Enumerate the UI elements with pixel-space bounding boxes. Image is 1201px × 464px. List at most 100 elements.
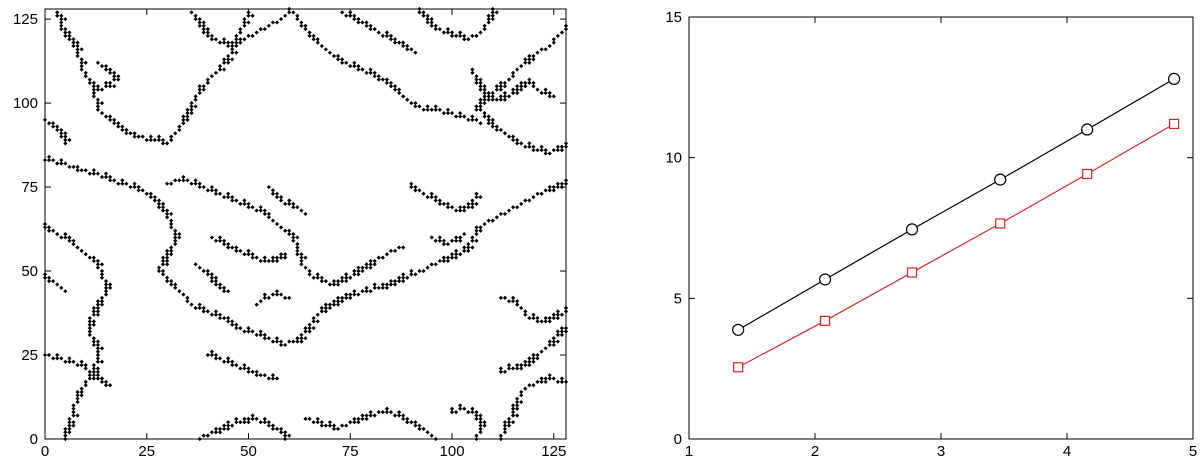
boundary-point — [201, 305, 206, 311]
boundary-point — [352, 420, 357, 425]
boundary-point — [63, 161, 68, 166]
boundary-point — [494, 97, 499, 102]
boundary-point — [234, 326, 239, 331]
boundary-point — [437, 235, 442, 240]
boundary-point — [226, 420, 231, 425]
boundary-point — [46, 225, 52, 230]
boundary-point — [209, 188, 214, 193]
boundary-point — [238, 248, 243, 253]
boundary-point — [352, 289, 357, 294]
boundary-point — [466, 245, 471, 250]
boundary-point — [384, 80, 390, 86]
boundary-point — [291, 10, 296, 15]
boundary-point — [246, 329, 251, 334]
boundary-point — [478, 420, 483, 425]
boundary-point — [221, 60, 227, 65]
boundary-point — [421, 107, 426, 112]
boundary-point — [258, 420, 263, 425]
boundary-point — [319, 423, 324, 428]
boundary-point — [429, 433, 434, 438]
boundary-point — [63, 433, 68, 438]
boundary-point — [527, 141, 532, 146]
boundary-point — [559, 184, 565, 190]
boundary-point — [388, 84, 394, 89]
boundary-point — [132, 131, 137, 136]
right-x-tick-label: 3 — [937, 443, 945, 460]
boundary-point — [274, 191, 280, 196]
boundary-point — [197, 20, 202, 25]
boundary-point — [205, 33, 210, 38]
boundary-point — [458, 205, 463, 210]
boundary-point — [217, 191, 223, 196]
boundary-point — [246, 326, 251, 331]
boundary-point — [490, 97, 495, 102]
boundary-point — [95, 107, 101, 112]
boundary-point — [527, 60, 532, 65]
boundary-point — [490, 117, 495, 122]
boundary-point — [486, 218, 491, 223]
boundary-point — [478, 77, 483, 82]
boundary-point — [254, 332, 259, 337]
boundary-point — [254, 30, 259, 35]
boundary-point — [454, 410, 459, 415]
boundary-point — [494, 124, 499, 129]
left-y-tick-label: 75 — [21, 179, 38, 196]
boundary-point — [515, 403, 520, 408]
boundary-point — [531, 356, 536, 361]
boundary-point — [368, 265, 373, 270]
boundary-point — [478, 87, 483, 92]
boundary-point — [319, 305, 324, 311]
boundary-point — [331, 53, 337, 59]
boundary-point — [364, 289, 369, 294]
boundary-point — [356, 16, 361, 22]
boundary-point — [238, 40, 243, 45]
boundary-point — [502, 430, 508, 435]
boundary-point — [307, 416, 312, 421]
boundary-point — [417, 268, 422, 274]
boundary-point — [437, 198, 442, 203]
boundary-point — [230, 57, 235, 62]
boundary-point — [515, 205, 520, 210]
boundary-point — [169, 211, 174, 217]
boundary-point — [510, 87, 516, 92]
boundary-point — [429, 20, 434, 25]
boundary-point — [160, 262, 166, 267]
boundary-point — [177, 178, 182, 183]
boundary-point — [523, 80, 528, 86]
boundary-point — [510, 295, 516, 301]
boundary-point — [474, 436, 479, 442]
boundary-point — [303, 416, 308, 421]
boundary-point — [470, 70, 475, 75]
boundary-point — [319, 279, 324, 284]
boundary-point — [173, 178, 178, 183]
boundary-point — [226, 60, 231, 65]
boundary-point — [356, 64, 361, 69]
boundary-point — [510, 134, 516, 139]
boundary-point — [478, 423, 483, 428]
boundary-point — [519, 87, 524, 92]
boundary-point — [335, 53, 341, 59]
boundary-point — [51, 158, 56, 163]
boundary-point — [551, 37, 556, 42]
boundary-point — [217, 238, 223, 243]
boundary-point — [217, 282, 223, 287]
boundary-point — [368, 27, 373, 32]
boundary-point — [506, 362, 512, 368]
boundary-point — [213, 352, 219, 358]
boundary-point — [91, 312, 96, 317]
boundary-point — [539, 319, 544, 324]
boundary-point — [356, 20, 361, 25]
boundary-point — [205, 309, 210, 314]
boundary-point — [91, 258, 96, 264]
boundary-point — [563, 305, 569, 311]
boundary-point — [498, 87, 503, 92]
boundary-point — [99, 64, 105, 69]
left-x-tick-label: 100 — [440, 443, 465, 460]
boundary-point — [95, 309, 101, 314]
boundary-point — [120, 124, 125, 129]
boundary-point — [531, 53, 536, 59]
boundary-point — [274, 195, 280, 200]
boundary-point — [478, 416, 483, 421]
boundary-point — [205, 188, 210, 193]
boundary-point — [502, 131, 508, 136]
